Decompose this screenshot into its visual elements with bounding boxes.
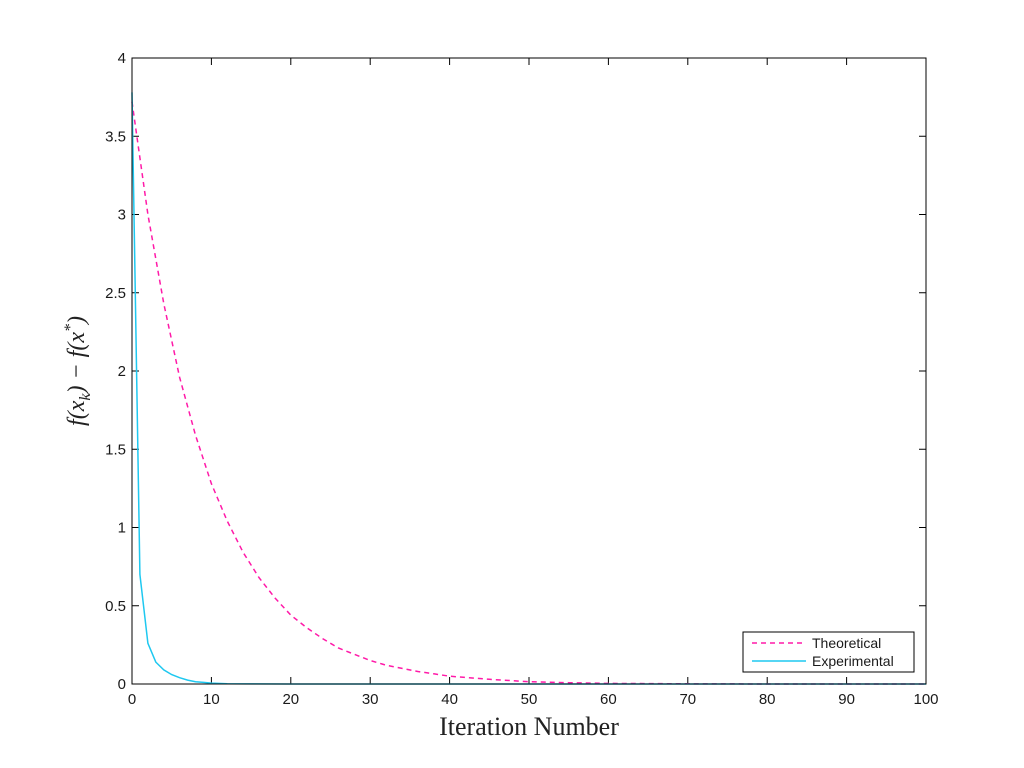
legend: Theoretical Experimental xyxy=(742,631,915,673)
y-tick-label: 2 xyxy=(118,363,126,380)
series-line-experimental xyxy=(131,92,926,685)
x-tick-label: 0 xyxy=(128,691,136,708)
legend-box xyxy=(742,631,915,673)
y-axis-title-part: f(x xyxy=(64,400,90,426)
x-tick-label: 30 xyxy=(362,691,379,708)
y-tick-label: 2.5 xyxy=(105,285,126,302)
y-axis-ticks: 0 0.5 1 1.5 2 2.5 3 3.5 4 xyxy=(105,50,926,693)
y-axis-title-part: ) − f(x xyxy=(64,332,90,396)
y-tick-label: 3.5 xyxy=(105,128,126,145)
y-tick-label: 1.5 xyxy=(105,441,126,458)
y-tick-label: 1 xyxy=(118,520,126,537)
y-tick-label: 0.5 xyxy=(105,598,126,615)
x-tick-label: 100 xyxy=(913,691,938,708)
legend-label-theoretical: Theoretical xyxy=(812,635,881,651)
y-tick-label: 3 xyxy=(118,207,126,224)
x-tick-label: 50 xyxy=(521,691,538,708)
x-tick-label: 90 xyxy=(838,691,855,708)
x-tick-label: 60 xyxy=(600,691,617,708)
x-tick-label: 20 xyxy=(282,691,299,708)
x-tick-label: 70 xyxy=(679,691,696,708)
x-tick-label: 80 xyxy=(759,691,776,708)
y-axis-title-subscript: k xyxy=(77,393,94,401)
x-tick-label: 10 xyxy=(203,691,220,708)
x-axis-ticks: 0 10 20 30 40 50 60 70 80 90 100 xyxy=(128,58,939,708)
y-tick-label: 0 xyxy=(118,676,126,693)
y-axis-title-superscript: * xyxy=(62,324,79,332)
x-tick-label: 40 xyxy=(441,691,458,708)
y-axis-title-part: ) xyxy=(64,316,90,326)
series-lines xyxy=(131,92,926,685)
legend-label-experimental: Experimental xyxy=(812,653,894,669)
plot-area-frame xyxy=(131,57,927,685)
series-line-theoretical xyxy=(131,101,926,685)
y-tick-label: 4 xyxy=(118,50,126,67)
y-axis-title: f(xk) − f(x*) xyxy=(62,316,94,426)
x-axis-title: Iteration Number xyxy=(439,712,619,741)
